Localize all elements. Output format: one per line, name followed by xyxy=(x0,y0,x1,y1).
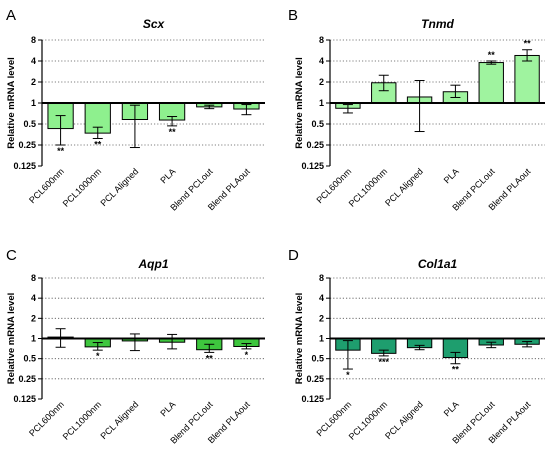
x-tick-label: PLA xyxy=(442,166,461,185)
x-tick-label: PCL1000nm xyxy=(61,166,103,208)
x-tick-label: PCL1000nm xyxy=(347,166,389,208)
panel-letter: B xyxy=(288,7,298,24)
y-tick-label: 0.25 xyxy=(306,374,324,384)
y-tick-label: 0.5 xyxy=(311,354,324,364)
panel-title: Scx xyxy=(143,17,166,31)
x-tick-label: PCL Aligned xyxy=(98,399,140,441)
y-tick-label: 0.25 xyxy=(306,140,324,150)
significance-label: ** xyxy=(488,50,496,60)
y-tick-label: 0.25 xyxy=(18,374,36,384)
y-tick-label: 1 xyxy=(319,334,324,344)
significance-label: ** xyxy=(94,139,102,149)
y-tick-label: 0.5 xyxy=(311,119,324,129)
y-tick-label: 0.125 xyxy=(13,394,36,404)
bar xyxy=(478,62,504,104)
panel-title: Col1a1 xyxy=(418,257,458,271)
y-tick-label: 1 xyxy=(319,98,324,108)
y-axis-label: Relative mRNA level xyxy=(294,293,305,385)
x-tick-label: PCL Aligned xyxy=(98,166,140,208)
x-tick-label: PCL Aligned xyxy=(383,166,425,208)
chart-panel-c: C Aqp1 Relative mRNA level 0.125 0.25 0.5 1 2 4 8… xyxy=(6,247,265,446)
y-tick-label: 0.125 xyxy=(13,161,36,171)
y-tick-label: 8 xyxy=(319,273,324,283)
y-tick-label: 0.125 xyxy=(301,161,324,171)
x-tick-label: PCL1000nm xyxy=(347,399,389,441)
y-tick-label: 0.125 xyxy=(301,394,324,404)
significance-label: ** xyxy=(169,127,177,137)
significance-label: * xyxy=(346,370,350,380)
y-axis-label: Relative mRNA level xyxy=(6,57,17,149)
x-tick-label: PCL1000nm xyxy=(61,399,103,441)
panel-title: Aqp1 xyxy=(138,257,169,271)
x-tick-label: PLA xyxy=(158,399,177,418)
y-tick-label: 1 xyxy=(31,334,36,344)
y-tick-label: 2 xyxy=(319,313,324,323)
significance-label: * xyxy=(245,350,249,360)
y-tick-label: 4 xyxy=(319,56,324,66)
y-tick-label: 2 xyxy=(319,77,324,87)
panel-title: Tnmd xyxy=(421,17,454,31)
y-tick-label: 0.25 xyxy=(18,140,36,150)
x-tick-label: PCL600nm xyxy=(314,399,353,438)
significance-label: *** xyxy=(378,357,389,367)
chart-panel-d: D Col1a1 Relative mRNA level 0.125 0.25 0.5 1 2… xyxy=(288,247,545,446)
y-axis-label: Relative mRNA level xyxy=(6,293,17,385)
significance-label: ** xyxy=(524,39,532,49)
y-axis-label: Relative mRNA level xyxy=(294,57,305,149)
x-tick-label: PCL Aligned xyxy=(383,399,425,441)
y-tick-label: 4 xyxy=(31,293,36,303)
y-tick-label: 8 xyxy=(319,35,324,45)
significance-label: ** xyxy=(206,353,214,363)
significance-label: ** xyxy=(452,365,460,375)
x-tick-label: PCL600nm xyxy=(314,166,353,205)
significance-label: ** xyxy=(57,146,65,156)
significance-label: * xyxy=(96,351,100,361)
chart-panel-a: A Scx Relative mRNA level 0.125 0.25 0.5 1 2 4 8 *… xyxy=(6,7,265,213)
bar xyxy=(514,54,540,104)
y-tick-label: 2 xyxy=(31,77,36,87)
panel-letter: A xyxy=(6,7,16,24)
x-tick-label: PCL600nm xyxy=(27,399,66,438)
chart-panel-b: B Tnmd Relative mRNA level 0.125 0.25 0.5 1 2 4 8… xyxy=(288,7,545,213)
y-tick-label: 1 xyxy=(31,98,36,108)
y-tick-label: 2 xyxy=(31,313,36,323)
x-tick-label: PLA xyxy=(442,399,461,418)
x-tick-label: PLA xyxy=(158,166,177,185)
y-tick-label: 0.5 xyxy=(23,354,36,364)
panel-letter: C xyxy=(6,247,17,264)
y-tick-label: 4 xyxy=(31,56,36,66)
x-tick-label: PCL600nm xyxy=(27,166,66,205)
y-tick-label: 4 xyxy=(319,293,324,303)
y-tick-label: 8 xyxy=(31,35,36,45)
y-tick-label: 0.5 xyxy=(23,119,36,129)
y-tick-label: 8 xyxy=(31,273,36,283)
panel-letter: D xyxy=(288,247,299,264)
